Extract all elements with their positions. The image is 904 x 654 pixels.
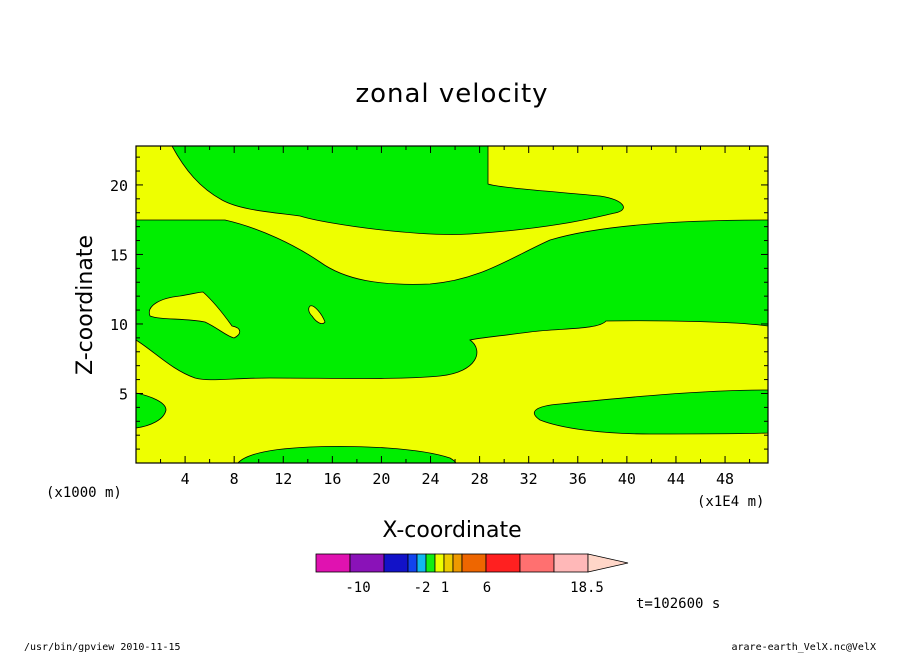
x-unit-label: (x1E4 m) (697, 494, 764, 510)
colorbar-cell (416, 553, 427, 573)
positive-island-small (308, 305, 326, 324)
y-tick-label: 10 (110, 316, 128, 334)
plot-frame (135, 145, 769, 464)
footer-left: /usr/bin/gpview 2010-11-15 (24, 642, 181, 653)
colorbar-label: 18.5 (570, 580, 604, 596)
negative-region-lower-right (534, 389, 768, 435)
colorbar-cell (461, 553, 487, 573)
y-unit-label: (x1000 m) (46, 485, 122, 501)
colorbar-cell (443, 553, 454, 573)
y-tick-label: 5 (119, 385, 128, 403)
x-tick-label: 44 (667, 470, 685, 488)
colorbar-cell (553, 553, 589, 573)
footer-right: arare-earth_VelX.nc@VelX (732, 642, 877, 653)
negative-region-upper (171, 146, 624, 235)
x-tick-label: 32 (520, 470, 538, 488)
y-axis-label: Z-coordinate (73, 235, 98, 375)
colorbar-cell (383, 553, 409, 573)
colorbar-cell (425, 553, 436, 573)
x-tick-label: 20 (372, 470, 390, 488)
y-tick-label: 20 (110, 177, 128, 195)
x-tick-label: 12 (274, 470, 292, 488)
x-tick-label: 16 (323, 470, 341, 488)
x-tick-label: 40 (618, 470, 636, 488)
colorbar-cell (407, 553, 418, 573)
x-tick-label: 4 (181, 470, 190, 488)
colorbar-labels: -10 -2 1 6 18.5 (345, 580, 604, 596)
colorbar-cell (485, 553, 521, 573)
negative-region-left (136, 392, 167, 429)
colorbar (315, 553, 629, 573)
x-axis: 4 8 12 16 20 24 28 32 36 40 44 48 (160, 146, 751, 488)
chart-title: zonal velocity (355, 79, 548, 109)
colorbar-label: -2 (414, 580, 431, 596)
colorbar-extend-arrow (587, 553, 629, 573)
colorbar-cell (434, 553, 445, 573)
colorbar-cell (519, 553, 555, 573)
x-tick-label: 28 (471, 470, 489, 488)
colorbar-label: -10 (345, 580, 370, 596)
time-label: t=102600 s (636, 596, 720, 612)
plot-area (135, 145, 769, 464)
colorbar-cell (349, 553, 385, 573)
x-tick-label: 36 (569, 470, 587, 488)
x-tick-label: 48 (716, 470, 734, 488)
x-axis-label: X-coordinate (382, 518, 521, 543)
x-tick-label: 24 (421, 470, 439, 488)
x-tick-label: 8 (230, 470, 239, 488)
positive-island-left (148, 291, 241, 339)
colorbar-label: 6 (483, 580, 491, 596)
y-tick-label: 15 (110, 246, 128, 264)
colorbar-cell (452, 553, 463, 573)
y-axis: 5 10 15 20 (110, 156, 768, 450)
negative-region-mid (136, 219, 768, 381)
colorbar-cell (315, 553, 351, 573)
colorbar-label: 1 (441, 580, 449, 596)
